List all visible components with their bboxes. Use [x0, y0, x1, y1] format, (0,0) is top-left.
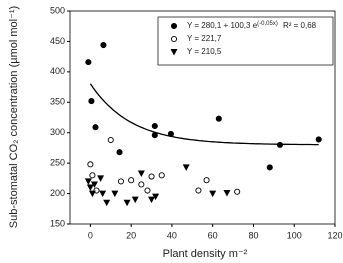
marker — [223, 189, 231, 197]
marker — [89, 172, 96, 179]
marker — [88, 190, 96, 198]
legend-r2: R² = 0,68 — [283, 21, 317, 30]
marker — [209, 190, 217, 198]
marker — [92, 124, 99, 131]
marker — [195, 187, 202, 194]
legend-text: Y = 280,1 + 100,3 e — [187, 21, 258, 30]
y-tick-label: 450 — [50, 36, 65, 46]
legend-exponent: (-0,05x) — [257, 21, 278, 27]
marker — [170, 49, 178, 56]
marker — [111, 190, 119, 198]
marker — [88, 98, 95, 105]
y-tick-label: 200 — [50, 188, 65, 198]
marker — [151, 132, 158, 139]
marker — [167, 130, 174, 137]
y-tick-label: 150 — [50, 218, 65, 228]
marker — [152, 193, 160, 201]
marker — [203, 177, 210, 184]
legend-text: Y = 210,5 — [187, 47, 222, 56]
marker — [116, 149, 123, 156]
marker — [103, 199, 111, 207]
y-tick-label: 400 — [50, 66, 65, 76]
marker — [315, 136, 322, 143]
marker — [148, 173, 155, 180]
plot-frame — [69, 10, 336, 225]
marker — [137, 170, 145, 177]
marker — [170, 22, 178, 30]
marker — [107, 136, 114, 144]
legend-label: Y = 221,7 — [187, 34, 222, 43]
x-tick-label: 60 — [208, 230, 218, 240]
marker — [138, 181, 145, 188]
x-tick-label: 20 — [126, 230, 136, 240]
marker — [97, 175, 105, 182]
y-axis-label: Sub-stomatal CO₂ concentration (µmol mol… — [8, 6, 20, 228]
legend-box — [157, 16, 334, 66]
x-axis-label: Plant density m⁻² — [163, 248, 248, 260]
marker — [234, 188, 241, 195]
marker — [215, 115, 222, 122]
x-tick-label: 0 — [88, 230, 93, 240]
y-tick-label: 350 — [50, 97, 65, 107]
marker — [131, 196, 139, 204]
marker — [182, 164, 190, 171]
marker — [90, 181, 98, 188]
x-tick-label: 100 — [287, 230, 302, 240]
y-tick-label: 250 — [50, 158, 65, 168]
legend-text: Y = 221,7 — [187, 34, 222, 43]
marker — [86, 184, 94, 191]
x-tick-label: 120 — [327, 230, 342, 240]
legend-label: Y = 280,1 + 100,3 e(-0,05x) R² = 0,68 — [187, 21, 317, 31]
marker — [170, 35, 178, 43]
marker — [128, 177, 135, 184]
marker — [85, 59, 92, 66]
y-tick-label: 300 — [50, 127, 65, 137]
marker — [266, 164, 273, 171]
marker — [87, 161, 94, 168]
x-tick-label: 40 — [167, 230, 177, 240]
marker — [100, 42, 107, 49]
marker — [151, 122, 158, 130]
marker — [276, 141, 284, 148]
marker — [117, 178, 125, 185]
fit-curve — [89, 83, 319, 146]
legend-label: Y = 210,5 — [187, 47, 222, 56]
marker — [158, 172, 165, 179]
marker — [144, 187, 151, 194]
y-tick-label: 500 — [50, 5, 65, 15]
marker — [148, 196, 156, 204]
marker — [99, 190, 107, 198]
marker — [123, 199, 131, 207]
x-tick-label: 80 — [248, 230, 258, 240]
marker — [84, 178, 92, 185]
